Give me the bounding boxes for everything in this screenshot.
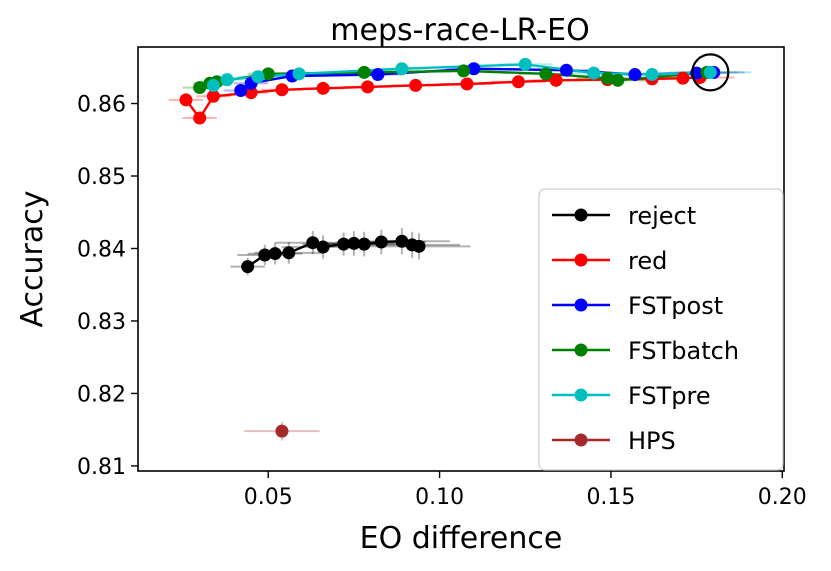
red-point	[676, 71, 690, 85]
fstpre-point	[251, 70, 265, 84]
fstpost-point	[628, 68, 642, 82]
fstpost-point	[371, 68, 385, 82]
reject-point	[412, 239, 426, 253]
chart-title: meps-race-LR-EO	[330, 13, 589, 48]
fstpre-point	[220, 73, 234, 87]
y-tick-label: 0.84	[77, 237, 126, 262]
reject-point	[282, 246, 296, 260]
reject-point	[268, 247, 282, 261]
y-tick-label: 0.85	[77, 165, 126, 190]
fstbatch-point	[539, 67, 553, 81]
red-point	[275, 83, 289, 97]
legend-hps-label: HPS	[628, 427, 676, 455]
fstpost-point	[467, 62, 481, 76]
red-point	[179, 93, 193, 107]
fstpre-point	[703, 65, 717, 79]
reject-point	[306, 236, 320, 250]
legend-fstbatch-marker	[574, 343, 588, 357]
plot-area	[168, 53, 752, 441]
legend-fstpre-marker	[574, 388, 588, 402]
legend-reject-marker	[574, 208, 588, 222]
fstbatch-point	[601, 71, 615, 85]
fstpre-point	[395, 62, 409, 76]
y-tick-label: 0.83	[77, 310, 126, 335]
reject-point	[395, 234, 409, 248]
reject-point	[258, 248, 272, 262]
fstpre-point	[206, 78, 220, 92]
fstpre-point	[518, 57, 532, 71]
reject-point	[374, 235, 388, 249]
legend-reject-label: reject	[628, 202, 696, 230]
reject-point	[241, 260, 255, 274]
red-point	[193, 111, 207, 125]
y-tick-label: 0.82	[77, 382, 126, 407]
highlight-circle-marker	[691, 53, 730, 92]
fstpost-point	[234, 83, 248, 97]
legend-hps-marker	[574, 433, 588, 447]
legend-red-label: red	[628, 247, 667, 275]
fstbatch-point	[611, 73, 625, 87]
legend: reject red FSTpost FSTbatch FSTpre HPS	[538, 188, 784, 471]
fstbatch-point	[193, 81, 207, 95]
hps-point	[275, 424, 289, 438]
x-tick-label: 0.05	[244, 485, 293, 510]
red-point	[460, 77, 474, 91]
axes-frame	[137, 46, 785, 472]
fstpost-point	[559, 63, 573, 77]
red-point	[409, 78, 423, 92]
red-point	[244, 86, 258, 100]
y-axis-label: Accuracy	[15, 191, 50, 328]
fstpre-point	[645, 68, 659, 82]
fstbatch-point	[261, 67, 275, 81]
reject-point	[347, 236, 361, 250]
y-axis: 0.81 0.82 0.83 0.84 0.85 0.86	[77, 93, 138, 480]
fstpre-point	[292, 67, 306, 81]
red-point	[511, 75, 525, 89]
reject-point	[337, 237, 351, 251]
legend-fstpost-label: FSTpost	[628, 292, 723, 320]
red-point	[549, 73, 563, 87]
x-axis: 0.05 0.10 0.15 0.20	[244, 471, 807, 510]
y-tick-label: 0.81	[77, 455, 126, 480]
red-point	[206, 89, 220, 103]
legend-fstbatch-label: FSTbatch	[628, 337, 739, 365]
legend-red-marker	[574, 253, 588, 267]
fstbatch-point	[457, 64, 471, 78]
x-tick-label: 0.15	[586, 485, 635, 510]
x-axis-label: EO difference	[360, 521, 563, 556]
red-point	[361, 80, 375, 94]
y-tick-label: 0.86	[77, 93, 126, 118]
legend-fstpost-marker	[574, 298, 588, 312]
reject-point	[316, 240, 330, 254]
reject-point	[357, 237, 371, 251]
red-point	[316, 81, 330, 95]
x-tick-label: 0.20	[758, 485, 807, 510]
x-tick-label: 0.10	[415, 485, 464, 510]
legend-fstpre-label: FSTpre	[628, 382, 711, 410]
fstbatch-point	[357, 65, 371, 79]
fstpre-point	[587, 66, 601, 80]
